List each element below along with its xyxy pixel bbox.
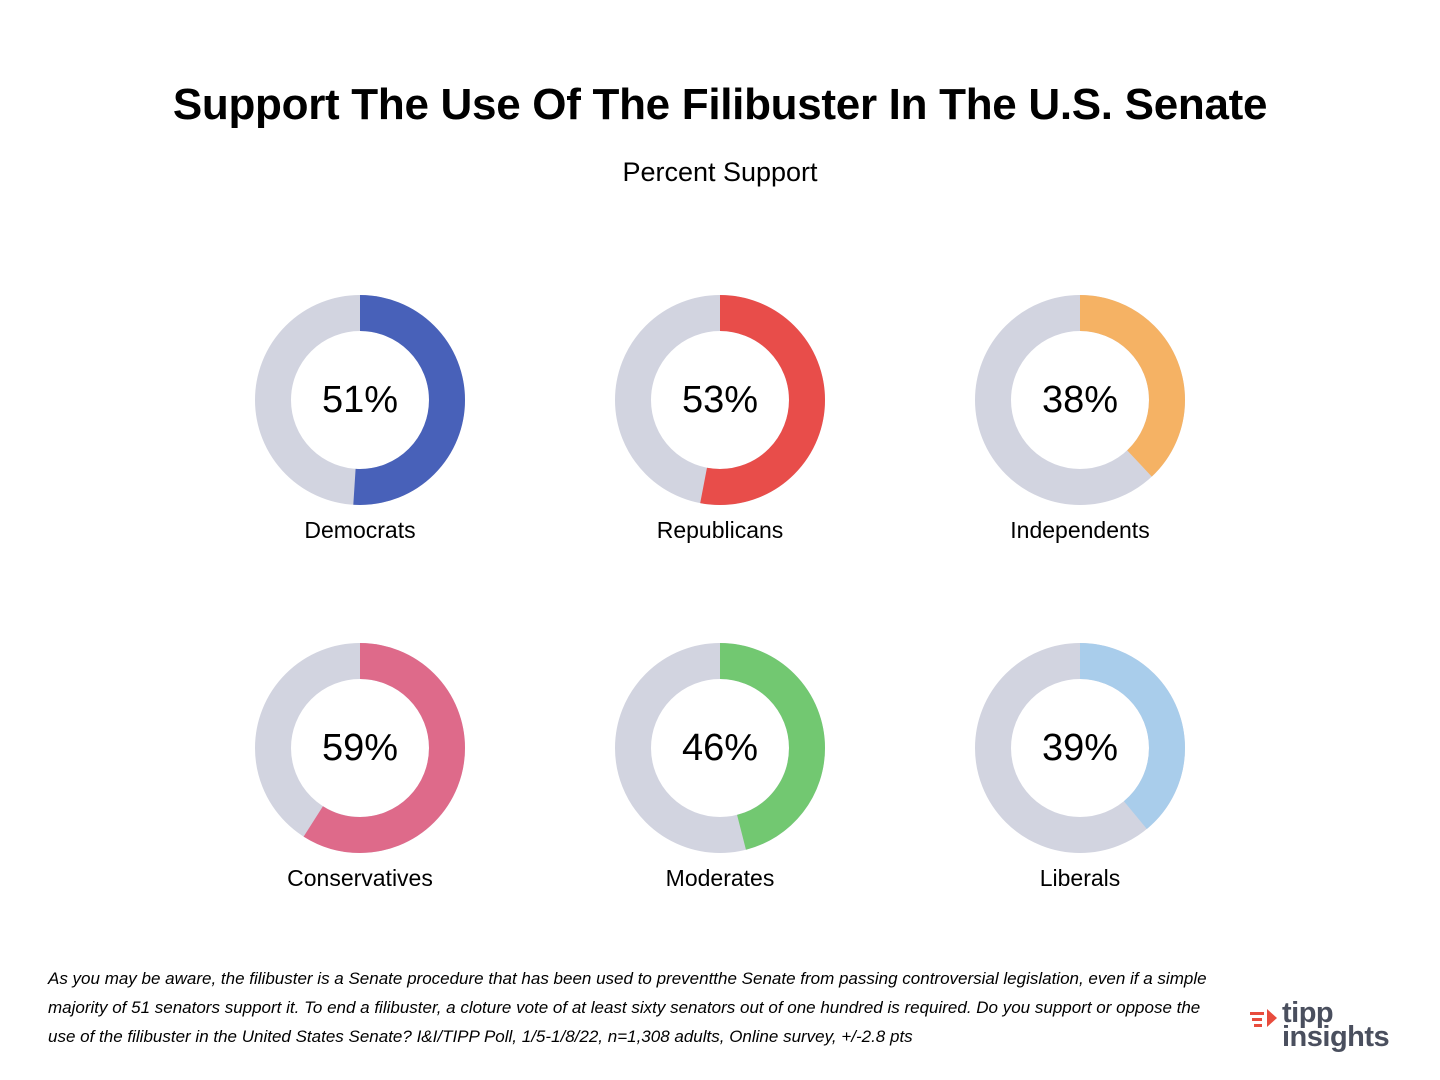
logo-text-tipp: tipp xyxy=(1282,997,1334,1029)
donut-moderates xyxy=(615,643,825,853)
donut-category-label: Liberals xyxy=(1039,865,1121,891)
logo-speed-line-icon xyxy=(1250,1012,1264,1015)
logo-speed-line-icon xyxy=(1252,1018,1262,1021)
logo-text-insights: insights xyxy=(1282,1021,1390,1053)
donut-value-label: 39% xyxy=(1041,727,1119,769)
donut-category-label: Republicans xyxy=(656,517,784,543)
donut-conservatives xyxy=(255,643,465,853)
donut-cell-democrats: 51% Democrats xyxy=(210,295,510,555)
donut-category-label: Independents xyxy=(1010,517,1150,543)
survey-footnote: As you may be aware, the filibuster is a… xyxy=(48,969,1207,1046)
donut-value-arc xyxy=(975,295,1185,505)
donut-cell-conservatives: 59% Conservatives xyxy=(210,643,510,903)
donut-value-arc xyxy=(255,643,465,853)
donut-independents xyxy=(975,295,1185,505)
chart-title: Support The Use Of The Filibuster In The… xyxy=(172,80,1268,129)
donut-republicans xyxy=(615,295,825,505)
logo-arrow-icon xyxy=(1267,1009,1277,1027)
donut-value-label: 46% xyxy=(681,727,759,769)
donut-category-label: Conservatives xyxy=(287,865,433,891)
donut-democrats xyxy=(255,295,465,505)
donut-value-arc xyxy=(255,295,465,505)
donut-category-label: Democrats xyxy=(304,517,416,543)
donut-value-arc xyxy=(615,643,825,853)
logo-speed-line-icon xyxy=(1254,1024,1262,1027)
donut-cell-liberals: 39% Liberals xyxy=(930,643,1230,903)
donut-value-arc xyxy=(975,643,1185,853)
donut-liberals xyxy=(975,643,1185,853)
donut-value-label: 59% xyxy=(321,727,399,769)
tipp-insights-logo: tipp insights xyxy=(1250,997,1390,1053)
donut-value-arc xyxy=(615,295,825,505)
donut-cell-independents: 38% Independents xyxy=(930,295,1230,555)
donut-category-label: Moderates xyxy=(665,865,775,891)
donut-cell-republicans: 53% Republicans xyxy=(570,295,870,555)
donut-cell-moderates: 46% Moderates xyxy=(570,643,870,903)
chart-subtitle: Percent Support xyxy=(622,157,818,187)
donut-value-label: 38% xyxy=(1041,379,1119,421)
donut-value-label: 51% xyxy=(321,379,399,421)
donut-value-label: 53% xyxy=(681,379,759,421)
